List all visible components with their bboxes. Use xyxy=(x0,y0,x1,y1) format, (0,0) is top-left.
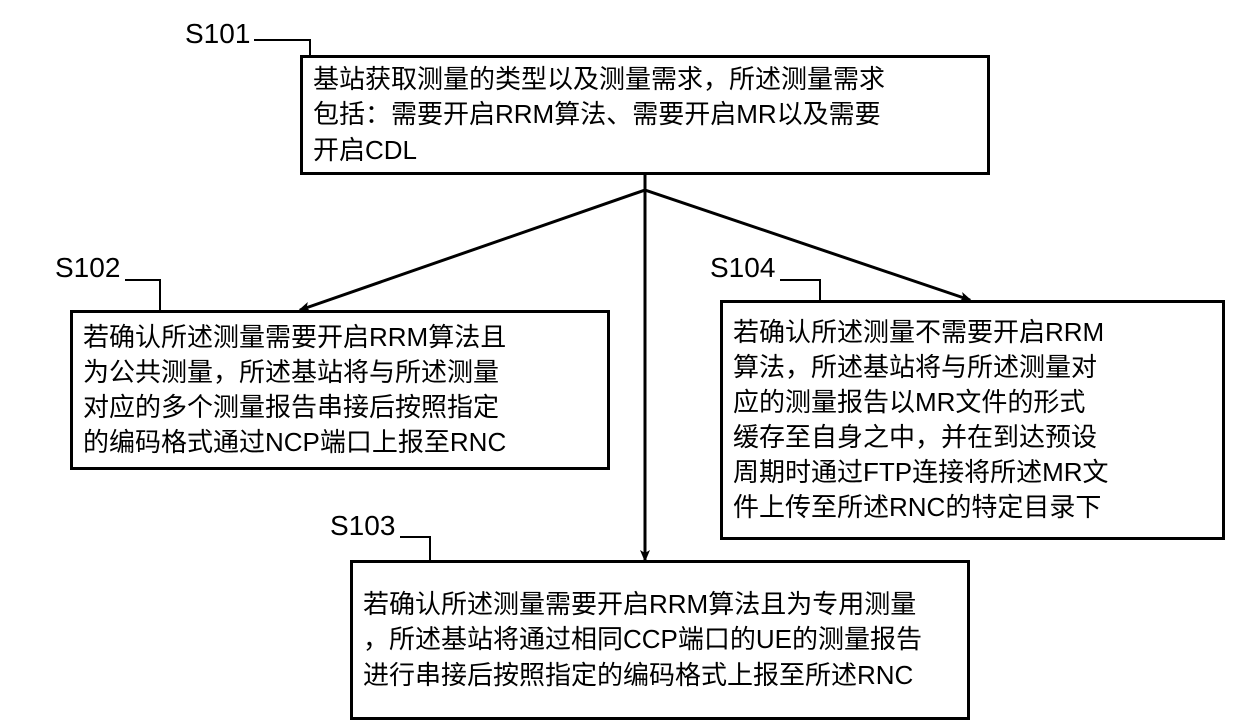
label-lead-s101 xyxy=(254,40,310,55)
label-s102: S102 xyxy=(55,252,120,284)
arrow-s101-s102 xyxy=(300,175,645,310)
node-s102: 若确认所述测量需要开启RRM算法且为公共测量，所述基站将与所述测量对应的多个测量… xyxy=(70,310,610,470)
node-s103: 若确认所述测量需要开启RRM算法且为专用测量，所述基站将通过相同CCP端口的UE… xyxy=(350,560,970,720)
node-s102-text: 若确认所述测量需要开启RRM算法且为公共测量，所述基站将与所述测量对应的多个测量… xyxy=(73,316,607,464)
flowchart-canvas: S101 S102 S103 S104 基站获取测量的类型以及测量需求，所述测量… xyxy=(0,0,1240,722)
label-s103: S103 xyxy=(330,510,395,542)
label-s104: S104 xyxy=(710,252,775,284)
label-lead-s102 xyxy=(125,280,160,310)
node-s104: 若确认所述测量不需要开启RRM算法，所述基站将与所述测量对应的测量报告以MR文件… xyxy=(720,300,1225,540)
label-lead-s103 xyxy=(400,537,430,560)
label-s101: S101 xyxy=(185,18,250,50)
arrow-s101-s104 xyxy=(645,175,970,300)
label-lead-s104 xyxy=(780,280,820,300)
node-s103-text: 若确认所述测量需要开启RRM算法且为专用测量，所述基站将通过相同CCP端口的UE… xyxy=(353,583,967,696)
node-s101: 基站获取测量的类型以及测量需求，所述测量需求包括：需要开启RRM算法、需要开启M… xyxy=(300,55,990,175)
node-s101-text: 基站获取测量的类型以及测量需求，所述测量需求包括：需要开启RRM算法、需要开启M… xyxy=(303,58,987,171)
node-s104-text: 若确认所述测量不需要开启RRM算法，所述基站将与所述测量对应的测量报告以MR文件… xyxy=(723,311,1222,530)
